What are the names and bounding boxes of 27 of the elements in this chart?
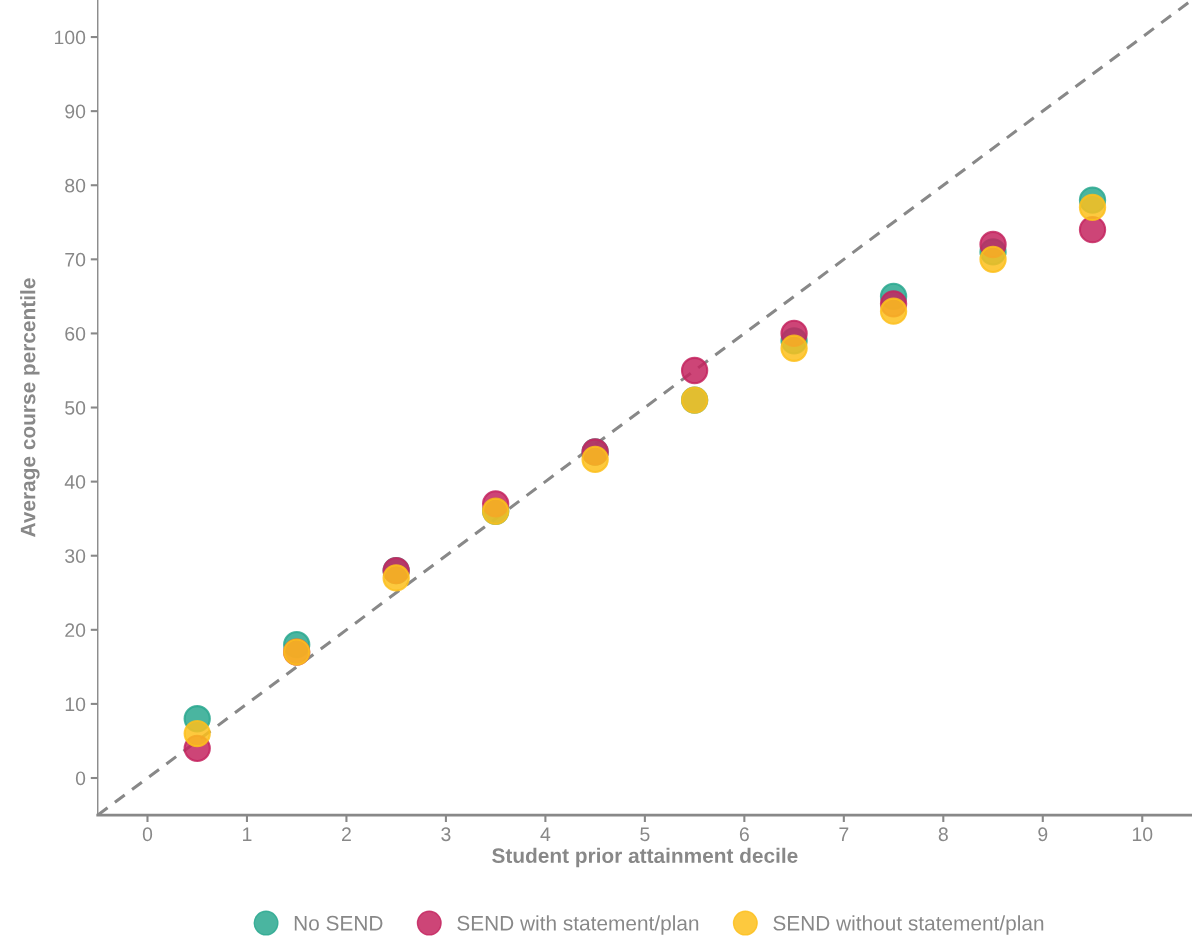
x-tick-label: 8 xyxy=(938,827,948,842)
y-tick-label: 60 xyxy=(65,326,86,341)
x-tick-label: 3 xyxy=(441,827,451,842)
x-tick-label: 1 xyxy=(243,827,252,841)
x-tick-label: 10 xyxy=(1132,827,1153,842)
x-tick-label: 6 xyxy=(739,827,749,842)
x-tick-label: 2 xyxy=(342,827,351,841)
y-tick-label: 20 xyxy=(65,623,86,638)
y-tick-label: 30 xyxy=(65,549,86,563)
legend-label: SEND with statement/plan xyxy=(457,915,699,935)
y-tick-label: 40 xyxy=(64,475,86,489)
x-tick-label: 5 xyxy=(640,827,650,842)
y-axis-title: Average course percentile xyxy=(20,278,40,537)
legend-label: No SEND xyxy=(294,915,383,931)
x-tick-label: 4 xyxy=(540,827,551,841)
legend-label: SEND without statement/plan xyxy=(773,915,1044,935)
y-tick-label: 90 xyxy=(65,104,86,119)
y-tick-label: 80 xyxy=(65,178,86,193)
y-tick-label: 10 xyxy=(65,697,86,712)
y-tick-label: 0 xyxy=(75,771,86,786)
x-tick-label: 7 xyxy=(839,827,849,841)
y-tick-label: 50 xyxy=(65,400,86,415)
x-axis-title: Student prior attainment decile xyxy=(492,847,798,868)
x-tick-label: 9 xyxy=(1038,827,1048,842)
y-tick-label: 100 xyxy=(54,30,86,45)
y-tick-label: 70 xyxy=(65,252,86,267)
x-tick-label: 0 xyxy=(142,827,153,842)
